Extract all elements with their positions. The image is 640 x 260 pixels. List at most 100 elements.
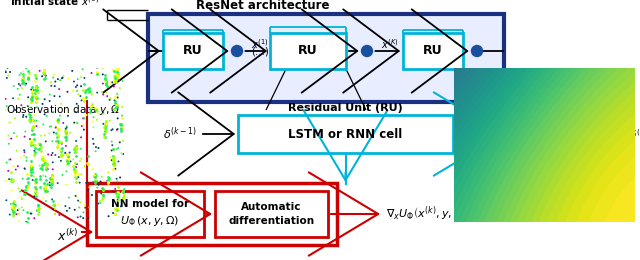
Point bbox=[13, 186, 24, 191]
Point bbox=[112, 179, 122, 184]
Point bbox=[90, 181, 100, 185]
Point bbox=[116, 204, 126, 209]
Point bbox=[108, 211, 118, 215]
Point bbox=[54, 127, 64, 131]
Point bbox=[28, 94, 38, 99]
Bar bbox=[163, 33, 223, 69]
Point bbox=[65, 206, 75, 210]
Point bbox=[69, 147, 79, 151]
Point bbox=[8, 205, 18, 209]
Point bbox=[58, 173, 68, 177]
Point bbox=[20, 184, 31, 188]
Point bbox=[104, 98, 115, 102]
Point bbox=[21, 159, 31, 163]
Point bbox=[70, 176, 81, 180]
Point bbox=[39, 181, 49, 185]
Point bbox=[76, 214, 86, 219]
Point bbox=[21, 82, 31, 86]
Point bbox=[81, 95, 91, 99]
Text: RU: RU bbox=[183, 44, 203, 57]
Text: $x^{(k)}$: $x^{(k)}$ bbox=[57, 228, 79, 244]
Point bbox=[105, 81, 115, 86]
Point bbox=[92, 186, 102, 190]
Point bbox=[53, 202, 63, 206]
Point bbox=[105, 119, 115, 123]
Point bbox=[70, 172, 80, 176]
Point bbox=[9, 210, 19, 214]
Point bbox=[28, 132, 38, 136]
Bar bbox=[215, 191, 328, 237]
Point bbox=[52, 139, 62, 143]
Point bbox=[31, 90, 42, 94]
Point bbox=[46, 178, 56, 182]
Point bbox=[76, 98, 86, 102]
Circle shape bbox=[362, 46, 372, 56]
Point bbox=[56, 159, 66, 163]
Point bbox=[115, 176, 125, 180]
Point bbox=[100, 76, 111, 80]
Point bbox=[91, 173, 101, 177]
Point bbox=[61, 131, 71, 135]
Point bbox=[110, 79, 120, 83]
Point bbox=[109, 160, 119, 164]
Point bbox=[78, 210, 88, 214]
Point bbox=[18, 78, 28, 82]
Point bbox=[37, 157, 47, 161]
Point bbox=[118, 139, 128, 143]
Point bbox=[9, 131, 19, 135]
Point bbox=[100, 79, 111, 83]
Point bbox=[76, 84, 86, 88]
Point bbox=[47, 178, 57, 182]
Point bbox=[47, 173, 58, 177]
Point bbox=[29, 143, 40, 147]
Text: $\nabla_x U_{\Phi}\left(x^{(k)}, y, \Omega\right)$: $\nabla_x U_{\Phi}\left(x^{(k)}, y, \Ome… bbox=[386, 205, 467, 223]
Point bbox=[74, 205, 84, 210]
Point bbox=[47, 197, 57, 202]
Point bbox=[53, 139, 63, 143]
Point bbox=[88, 119, 98, 124]
Point bbox=[3, 66, 13, 70]
Point bbox=[70, 146, 81, 150]
Point bbox=[70, 150, 81, 154]
Text: LSTM or RNN cell: LSTM or RNN cell bbox=[289, 127, 403, 140]
Point bbox=[114, 78, 124, 82]
Point bbox=[36, 167, 47, 171]
Point bbox=[71, 139, 81, 143]
Point bbox=[71, 165, 81, 169]
Point bbox=[45, 180, 55, 185]
Point bbox=[116, 151, 127, 155]
Point bbox=[17, 77, 27, 82]
Point bbox=[16, 71, 26, 75]
Point bbox=[42, 189, 52, 193]
Point bbox=[61, 135, 71, 139]
Point bbox=[47, 180, 57, 184]
Point bbox=[73, 175, 83, 179]
Point bbox=[20, 167, 30, 171]
Point bbox=[3, 73, 13, 77]
Point bbox=[68, 157, 78, 161]
Point bbox=[111, 195, 122, 199]
Point bbox=[52, 118, 62, 122]
Point bbox=[61, 136, 71, 140]
Point bbox=[41, 178, 51, 182]
Point bbox=[6, 178, 17, 182]
Point bbox=[112, 194, 122, 198]
Point bbox=[26, 143, 36, 147]
Point bbox=[10, 203, 20, 207]
Point bbox=[62, 209, 72, 213]
Point bbox=[95, 201, 106, 205]
Point bbox=[97, 90, 107, 94]
Point bbox=[74, 92, 84, 96]
Point bbox=[54, 94, 65, 99]
Point bbox=[112, 73, 122, 77]
Point bbox=[78, 216, 88, 220]
Point bbox=[36, 149, 46, 153]
Point bbox=[54, 155, 64, 159]
Text: NN model for: NN model for bbox=[111, 199, 189, 209]
Point bbox=[84, 87, 94, 92]
Point bbox=[35, 69, 45, 73]
Point bbox=[75, 159, 85, 163]
Point bbox=[26, 165, 36, 169]
Point bbox=[48, 199, 58, 203]
Point bbox=[70, 146, 81, 150]
